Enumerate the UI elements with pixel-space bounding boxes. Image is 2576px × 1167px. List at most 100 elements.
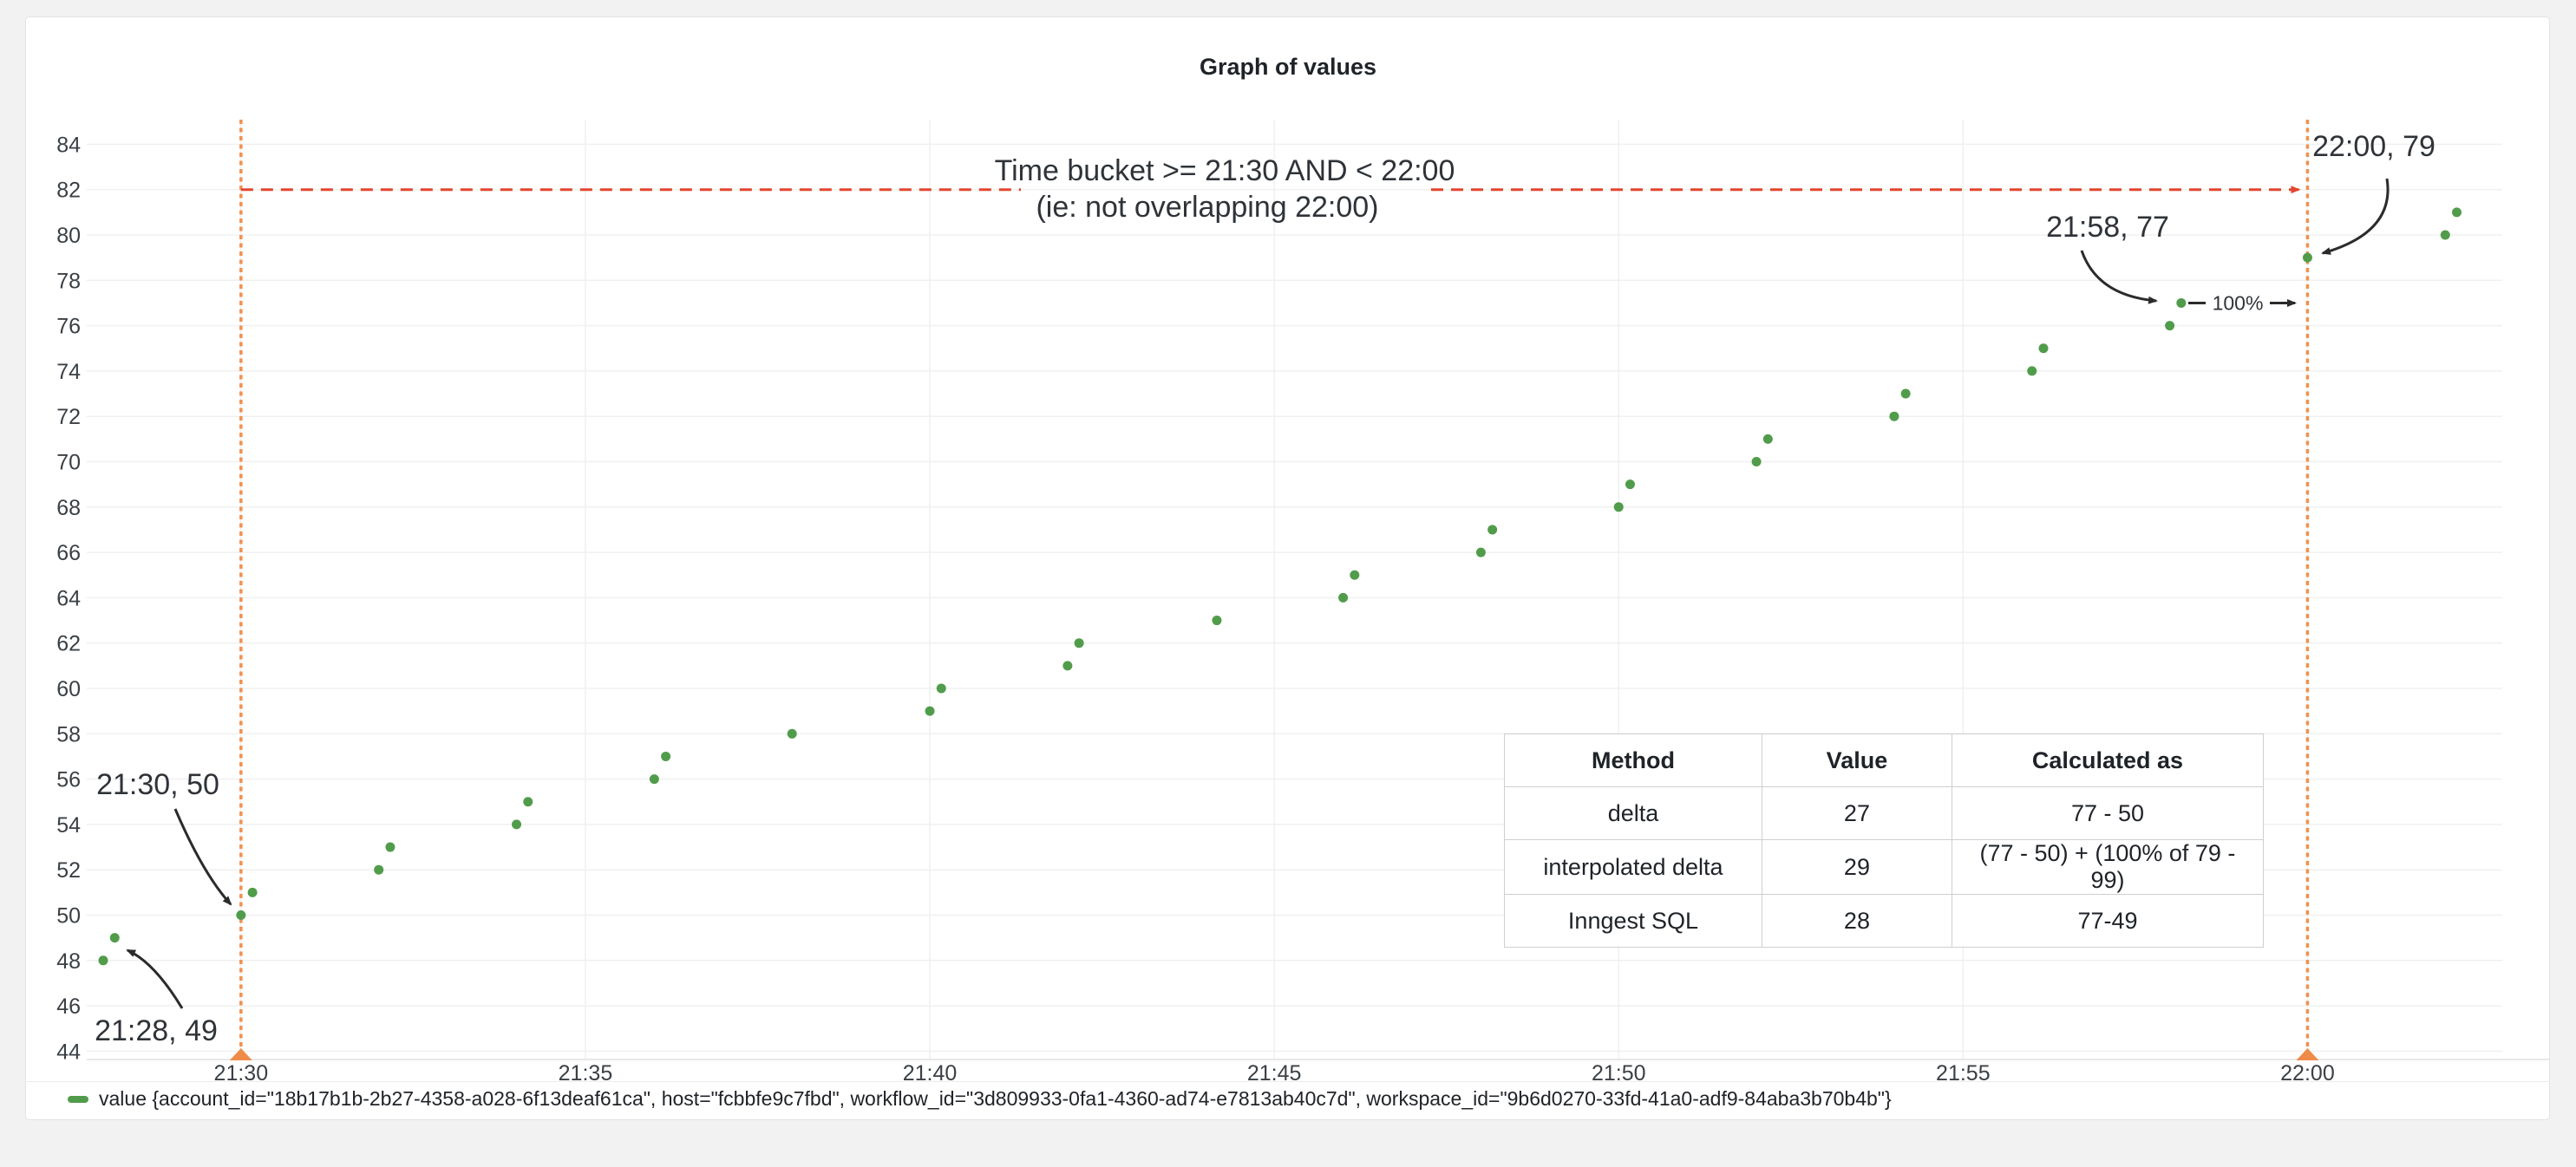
annotation-point_2200: 22:00, 79 xyxy=(2312,130,2435,255)
data-point[interactable] xyxy=(98,955,108,966)
data-point[interactable] xyxy=(512,819,522,830)
y-tick-label: 74 xyxy=(56,360,81,384)
data-point[interactable] xyxy=(649,774,659,785)
legend-separator xyxy=(25,1081,2550,1082)
data-point[interactable] xyxy=(2165,321,2175,331)
annotation-interp-pct: 100% xyxy=(2188,292,2297,315)
data-point[interactable] xyxy=(787,728,797,739)
bucket-annotation-line2: (ie: not overlapping 22:00) xyxy=(1036,191,1378,224)
bucket-range-line: Time bucket >= 21:30 AND < 22:00 (ie: not… xyxy=(240,154,2301,224)
data-point[interactable] xyxy=(236,910,246,920)
table-row: Inngest SQL 28 77-49 xyxy=(1504,894,2265,948)
annotation-point_2130: 21:30, 50 xyxy=(96,768,232,906)
bucket-triangle-marker xyxy=(2296,1048,2319,1060)
y-tick-label: 52 xyxy=(56,858,81,883)
y-tick-label: 82 xyxy=(56,179,81,203)
y-tick-label: 72 xyxy=(56,405,81,429)
calculation-table-header: Method Value Calculated as xyxy=(1504,733,2265,787)
table-header-cell: Calculated as xyxy=(1951,733,2265,787)
table-cell: 28 xyxy=(1761,894,1952,948)
data-point[interactable] xyxy=(2027,366,2037,376)
y-tick-label: 58 xyxy=(56,722,81,746)
data-point[interactable] xyxy=(1350,570,1360,580)
data-point[interactable] xyxy=(1751,457,1762,466)
data-point[interactable] xyxy=(2440,230,2450,240)
legend-item[interactable]: value {account_id="18b17b1b-2b27-4358-a0… xyxy=(68,1087,1892,1111)
y-tick-label: 70 xyxy=(56,451,81,475)
table-cell: (77 - 50) + (100% of 79 - 99) xyxy=(1951,839,2265,895)
data-point[interactable] xyxy=(1338,592,1349,603)
calculation-table: Method Value Calculated as delta 27 77 - 50 i… xyxy=(1504,733,2265,948)
table-cell: 27 xyxy=(1761,786,1952,840)
y-tick-label: 80 xyxy=(56,224,81,248)
data-point[interactable] xyxy=(109,933,120,943)
data-point[interactable] xyxy=(1475,547,1486,557)
time-bucket-line-21:30 xyxy=(229,120,252,1060)
data-point[interactable] xyxy=(1625,479,1635,490)
data-point[interactable] xyxy=(2302,252,2312,263)
data-point[interactable] xyxy=(1762,434,1773,444)
bucket-triangle-marker xyxy=(229,1048,252,1060)
y-tick-label: 62 xyxy=(56,632,81,656)
data-point[interactable] xyxy=(1074,638,1084,649)
y-tick-label: 64 xyxy=(56,586,81,610)
data-point[interactable] xyxy=(1613,502,1624,512)
annotation-arrow xyxy=(173,808,232,906)
annotation-label: 21:30, 50 xyxy=(96,768,219,801)
y-tick-label: 76 xyxy=(56,315,81,339)
data-point[interactable] xyxy=(1212,616,1222,626)
time-bucket-line-22:00 xyxy=(2296,120,2319,1060)
table-cell: delta xyxy=(1504,786,1762,840)
annotation-arrow xyxy=(2080,250,2158,304)
data-point[interactable] xyxy=(247,887,258,897)
annotation-label: 21:58, 77 xyxy=(2046,211,2169,244)
y-tick-label: 54 xyxy=(56,813,81,838)
data-point[interactable] xyxy=(2176,297,2187,308)
table-header-cell: Value xyxy=(1761,733,1952,787)
y-tick-label: 60 xyxy=(56,677,81,701)
series-label: value {account_id="18b17b1b-2b27-4358-a0… xyxy=(99,1087,1892,1110)
annotation-arrow xyxy=(2321,178,2390,255)
data-point[interactable] xyxy=(385,842,396,852)
data-point[interactable] xyxy=(1889,411,1899,421)
table-cell: 29 xyxy=(1761,839,1952,895)
annotation-point_2128: 21:28, 49 xyxy=(95,949,218,1047)
y-tick-label: 46 xyxy=(56,994,81,1019)
table-header-cell: Method xyxy=(1504,733,1762,787)
page-title: Graph of values xyxy=(1199,54,1377,80)
data-point[interactable] xyxy=(1487,525,1498,535)
data-point[interactable] xyxy=(2452,207,2462,218)
y-tick-label: 44 xyxy=(56,1040,81,1064)
table-row: delta 27 77 - 50 xyxy=(1504,786,2265,840)
annotation-label: 21:28, 49 xyxy=(95,1014,218,1047)
series-dash-icon xyxy=(68,1095,88,1103)
y-tick-label: 68 xyxy=(56,496,81,520)
bucket-annotation-line1: Time bucket >= 21:30 AND < 22:00 xyxy=(995,154,1455,187)
table-cell: 77 - 50 xyxy=(1951,786,2265,840)
data-point[interactable] xyxy=(925,706,935,716)
y-tick-label: 66 xyxy=(56,541,81,565)
y-tick-label: 48 xyxy=(56,949,81,974)
annotation-point_2158: 21:58, 77 xyxy=(2046,211,2169,304)
calculation-table-body: delta 27 77 - 50 interpolated delta 29 (77 - … xyxy=(1504,786,2265,948)
data-point[interactable] xyxy=(2038,343,2049,354)
y-tick-label: 84 xyxy=(56,133,81,157)
table-cell: interpolated delta xyxy=(1504,839,1762,895)
data-point[interactable] xyxy=(661,751,671,761)
data-point[interactable] xyxy=(936,683,946,694)
pct-label: 100% xyxy=(2213,292,2264,315)
data-points xyxy=(98,207,2462,966)
table-cell: Inngest SQL xyxy=(1504,894,1762,948)
y-tick-label: 78 xyxy=(56,269,81,293)
y-tick-label: 56 xyxy=(56,768,81,792)
data-point[interactable] xyxy=(1062,661,1073,671)
y-tick-label: 50 xyxy=(56,904,81,929)
data-point[interactable] xyxy=(523,797,533,807)
annotation-arrow xyxy=(126,949,184,1009)
annotation-label: 22:00, 79 xyxy=(2312,130,2435,163)
data-point[interactable] xyxy=(374,864,384,875)
data-point[interactable] xyxy=(1900,388,1911,399)
table-row: interpolated delta 29 (77 - 50) + (100% of… xyxy=(1504,839,2265,895)
table-cell: 77-49 xyxy=(1951,894,2265,948)
